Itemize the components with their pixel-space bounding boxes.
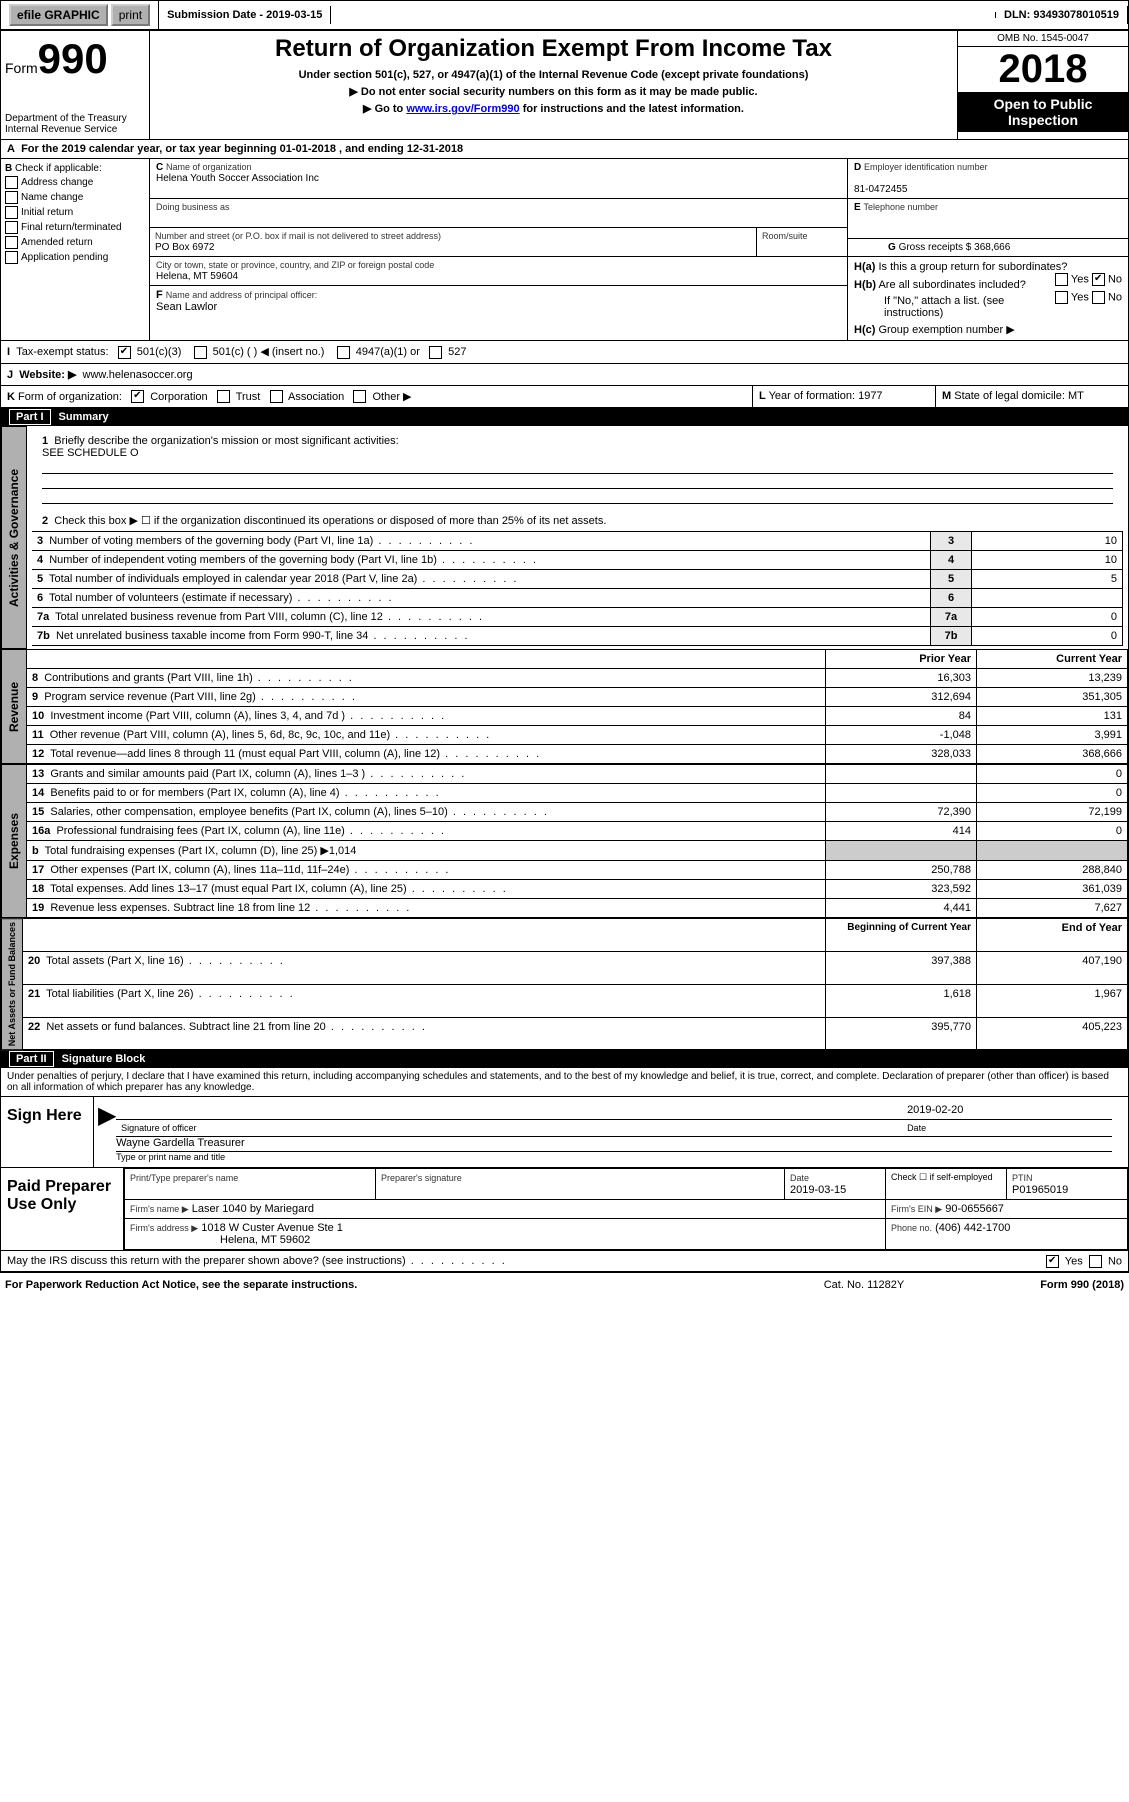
table-row: 4 Number of independent voting members o… (32, 551, 1123, 570)
section-b-checks: B Check if applicable: Address change Na… (1, 159, 150, 340)
tab-revenue: Revenue (1, 649, 27, 764)
table-row: 14 Benefits paid to or for members (Part… (27, 784, 1128, 803)
sign-here-block: Sign Here ▶ 2019-02-20 Signature of offi… (1, 1096, 1128, 1167)
table-row: 6 Total number of volunteers (estimate i… (32, 589, 1123, 608)
table-row: 11 Other revenue (Part VIII, column (A),… (27, 726, 1128, 745)
right-info: D Employer identification number81-04724… (848, 159, 1128, 340)
efile-button[interactable]: efile GRAPHIC (9, 4, 108, 26)
table-row: 20 Total assets (Part X, line 16)397,388… (23, 951, 1128, 984)
table-row: 9 Program service revenue (Part VIII, li… (27, 688, 1128, 707)
tab-netassets: Net Assets or Fund Balances (1, 918, 23, 1050)
tab-governance: Activities & Governance (1, 426, 27, 649)
table-row: b Total fundraising expenses (Part IX, c… (27, 841, 1128, 861)
part1-header: Part ISummary (1, 408, 1128, 426)
governance-table: 3 Number of voting members of the govern… (32, 531, 1123, 646)
cb-initial-return[interactable]: Initial return (5, 206, 145, 219)
page-footer: For Paperwork Reduction Act Notice, see … (0, 1272, 1129, 1297)
line-j: J Website: ▶ www.helenasoccer.org (1, 364, 1128, 386)
table-row: 12 Total revenue—add lines 8 through 11 … (27, 745, 1128, 764)
submission-date: Submission Date - 2019-03-15 (159, 6, 331, 24)
table-row: 13 Grants and similar amounts paid (Part… (27, 765, 1128, 784)
part2-header: Part IISignature Block (1, 1050, 1128, 1068)
table-row: 16a Professional fundraising fees (Part … (27, 822, 1128, 841)
table-row: 7b Net unrelated business taxable income… (32, 627, 1123, 646)
table-row: 19 Revenue less expenses. Subtract line … (27, 899, 1128, 918)
table-row: 17 Other expenses (Part IX, column (A), … (27, 861, 1128, 880)
table-row: 15 Salaries, other compensation, employe… (27, 803, 1128, 822)
dln: DLN: 93493078010519 (996, 6, 1128, 24)
print-button[interactable]: print (111, 4, 150, 26)
table-row: 18 Total expenses. Add lines 13–17 (must… (27, 880, 1128, 899)
table-row: 3 Number of voting members of the govern… (32, 532, 1123, 551)
table-row: 21 Total liabilities (Part X, line 26)1,… (23, 984, 1128, 1017)
q1: 1 Briefly describe the organization's mi… (32, 429, 1123, 510)
cb-pending[interactable]: Application pending (5, 251, 145, 264)
paid-preparer-block: Paid Preparer Use Only Print/Type prepar… (1, 1167, 1128, 1250)
perjury-text: Under penalties of perjury, I declare th… (1, 1068, 1128, 1096)
cb-final-return[interactable]: Final return/terminated (5, 221, 145, 234)
year-box: OMB No. 1545-0047 2018 Open to Public In… (958, 31, 1128, 139)
form-id-box: Form990 Department of the Treasury Inter… (1, 31, 150, 139)
discuss-line: May the IRS discuss this return with the… (1, 1250, 1128, 1271)
revenue-table: Prior YearCurrent Year 8 Contributions a… (27, 649, 1128, 764)
form-title-box: Return of Organization Exempt From Incom… (150, 31, 958, 139)
netassets-table: Beginning of Current YearEnd of Year 20 … (23, 918, 1128, 1050)
cb-name-change[interactable]: Name change (5, 191, 145, 204)
table-row: 10 Investment income (Part VIII, column … (27, 707, 1128, 726)
line-a: A For the 2019 calendar year, or tax yea… (1, 140, 1128, 159)
cb-amended[interactable]: Amended return (5, 236, 145, 249)
table-row: 22 Net assets or fund balances. Subtract… (23, 1017, 1128, 1050)
tab-expenses: Expenses (1, 764, 27, 918)
cb-address-change[interactable]: Address change (5, 176, 145, 189)
table-row: 7a Total unrelated business revenue from… (32, 608, 1123, 627)
line-i: I Tax-exempt status: 501(c)(3) 501(c) ( … (1, 341, 1128, 364)
table-row: 5 Total number of individuals employed i… (32, 570, 1123, 589)
expenses-table: 13 Grants and similar amounts paid (Part… (27, 764, 1128, 918)
irs-link[interactable]: www.irs.gov/Form990 (406, 103, 519, 115)
table-row: 8 Contributions and grants (Part VIII, l… (27, 669, 1128, 688)
top-toolbar: efile GRAPHIC print Submission Date - 20… (0, 0, 1129, 30)
org-info: C Name of organizationHelena Youth Socce… (150, 159, 848, 340)
q2: 2 Check this box ▶ ☐ if the organization… (32, 510, 1123, 531)
line-k: K Form of organization: Corporation Trus… (1, 386, 1128, 409)
form-title: Return of Organization Exempt From Incom… (154, 35, 953, 63)
